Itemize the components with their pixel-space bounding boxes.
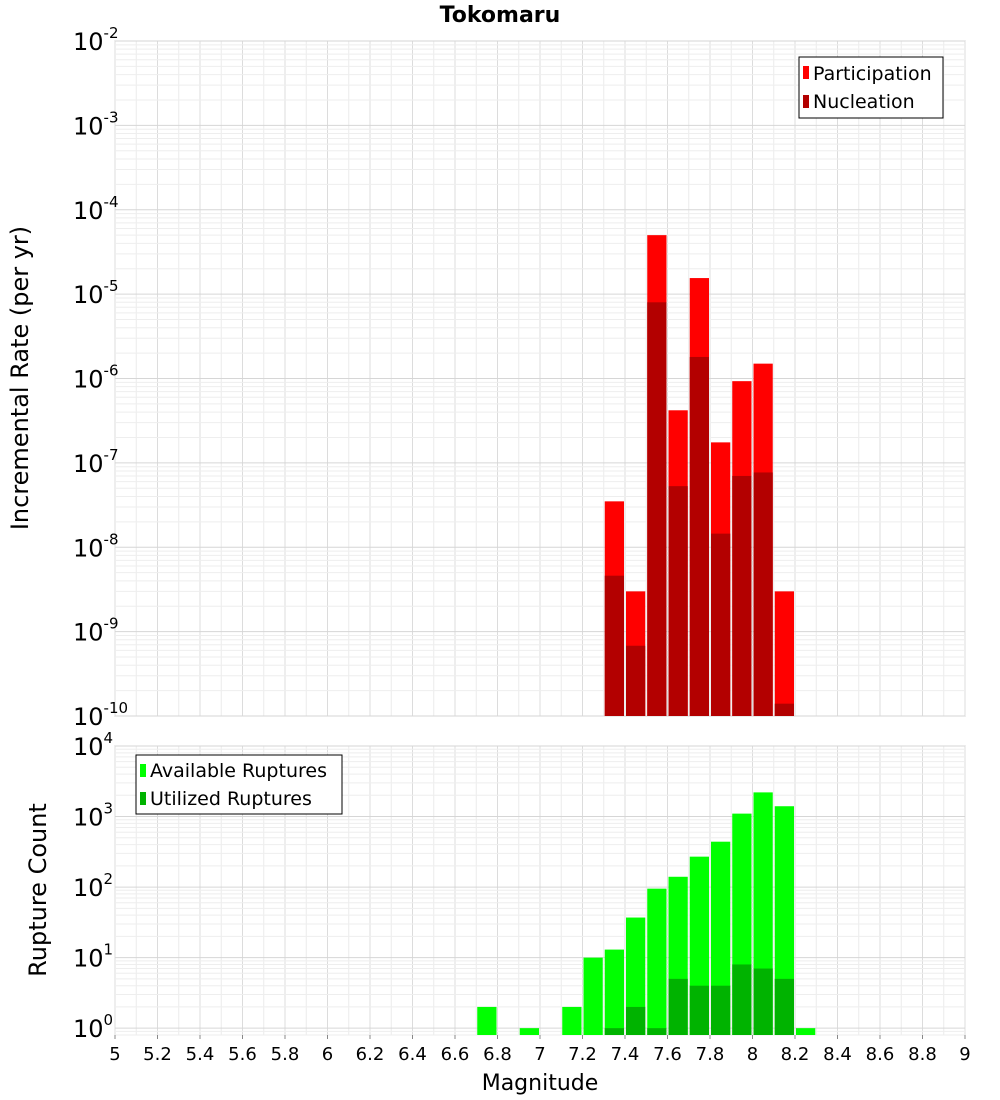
count-y-tick-label: 103 (73, 800, 113, 832)
count-gridlines (114, 745, 966, 1036)
x-tick-label: 7.2 (568, 1044, 597, 1065)
x-tick-label: 8.8 (908, 1044, 937, 1065)
x-tick-label: 6.6 (441, 1044, 470, 1065)
x-tick-label: 5.8 (271, 1044, 300, 1065)
rate-bar-series2 (711, 533, 731, 716)
x-tick-label: 7 (534, 1044, 545, 1065)
legend-participation-swatch (803, 66, 809, 79)
legend-utilized-swatch (140, 792, 146, 805)
magnitude-x-ticks: 5 5.2 5.4 5.6 5.8 6 6.2 6.4 6.6 6.8 7 7.2 7.4 7.6 7.8 8… (109, 1035, 971, 1065)
legend-nucleation-swatch (803, 95, 809, 108)
rate-bar-series2 (753, 472, 773, 716)
legend-available-label: Available Ruptures (150, 760, 327, 782)
x-tick-label: 6 (322, 1044, 333, 1065)
count-bar-series2 (774, 978, 794, 1035)
count-legend: Available Ruptures Utilized Ruptures (135, 754, 343, 815)
x-tick-label: 5.2 (143, 1044, 172, 1065)
rate-y-tick-label: 10-9 (73, 615, 119, 647)
count-bar-series1 (647, 888, 667, 1035)
rate-y-ticks: 10-10 10-9 10-8 10-7 10-6 10-5 10-4 10-3 10-2 (73, 24, 128, 731)
count-y-tick-label: 102 (73, 870, 113, 902)
count-bar-series2 (753, 968, 773, 1035)
rate-y-tick-label: 10-8 (73, 530, 119, 562)
x-tick-label: 7.8 (696, 1044, 725, 1065)
x-tick-label: 8.2 (781, 1044, 810, 1065)
count-y-ticks: 100 101 102 103 104 (73, 729, 113, 1043)
rate-y-tick-label: 10-7 (73, 446, 119, 478)
x-tick-label: 8.4 (823, 1044, 852, 1065)
rate-bar-series2 (732, 475, 752, 716)
rate-bar-series2 (668, 486, 688, 716)
count-bar-series1 (626, 917, 646, 1035)
rate-panel: 10-10 10-9 10-8 10-7 10-6 10-5 10-4 10-3 10-2 In… (6, 24, 966, 731)
x-tick-label: 7.4 (611, 1044, 640, 1065)
rate-y-tick-label: 10-4 (73, 193, 119, 225)
legend-utilized-label: Utilized Ruptures (150, 788, 312, 810)
count-y-tick-label: 104 (73, 729, 113, 761)
count-bar-series2 (626, 1006, 646, 1035)
rate-bar-series2 (774, 703, 794, 716)
rate-y-tick-label: 10-6 (73, 362, 119, 394)
count-bar-series2 (604, 1028, 624, 1035)
x-tick-label: 5.4 (186, 1044, 215, 1065)
rate-bar-series2 (604, 575, 624, 716)
count-panel: 100 101 102 103 104 5 5.2 5.4 5.6 5.8 6 6.2 6.4 6.6 6… (24, 729, 971, 1096)
x-tick-label: 5.6 (228, 1044, 257, 1065)
rate-y-tick-label: 10-2 (73, 24, 119, 56)
count-bar-series1 (604, 949, 624, 1035)
rate-bar-series2 (689, 356, 709, 716)
x-tick-label: 5 (109, 1044, 120, 1065)
rate-gridlines (114, 40, 966, 717)
rate-y-tick-label: 10-5 (73, 277, 119, 309)
count-y-axis-label: Rupture Count (24, 803, 52, 977)
x-tick-label: 9 (959, 1044, 970, 1065)
chart-title: Tokomaru (440, 3, 561, 28)
count-bar-series2 (711, 985, 731, 1035)
x-tick-label: 6.4 (398, 1044, 427, 1065)
count-bar-series2 (668, 978, 688, 1035)
legend-nucleation-label: Nucleation (813, 91, 915, 113)
count-legend-box (135, 754, 343, 815)
legend-participation-label: Participation (813, 63, 932, 85)
rate-bar-series2 (647, 302, 667, 716)
legend-available-swatch (140, 764, 146, 777)
count-bar-series2 (647, 1028, 667, 1035)
count-bar-series1 (477, 1006, 497, 1035)
rate-legend-box (798, 56, 944, 119)
x-tick-label: 6.8 (483, 1044, 512, 1065)
count-bar-series2 (732, 964, 752, 1035)
count-y-tick-label: 101 (73, 941, 113, 973)
rate-y-axis-label: Incremental Rate (per yr) (6, 226, 34, 530)
rate-y-tick-label: 10-3 (73, 108, 119, 140)
count-bar-series2 (689, 985, 709, 1035)
rate-bars (604, 235, 794, 716)
x-tick-label: 8.6 (866, 1044, 895, 1065)
rate-bar-series1 (774, 591, 794, 716)
count-y-tick-label: 100 (73, 1011, 113, 1043)
rate-legend: Participation Nucleation (798, 56, 944, 119)
rate-bar-series2 (626, 645, 646, 716)
x-tick-label: 8 (747, 1044, 758, 1065)
count-bar-series1 (796, 1028, 816, 1035)
x-axis-label: Magnitude (482, 1071, 599, 1096)
count-bars (477, 792, 816, 1035)
count-bar-series1 (774, 806, 794, 1035)
x-tick-label: 7.6 (653, 1044, 682, 1065)
count-bar-series1 (583, 957, 603, 1035)
count-bar-series1 (562, 1006, 582, 1035)
x-tick-label: 6.2 (356, 1044, 385, 1065)
count-bar-series1 (519, 1028, 539, 1035)
rate-y-tick-label: 10-10 (73, 699, 128, 731)
